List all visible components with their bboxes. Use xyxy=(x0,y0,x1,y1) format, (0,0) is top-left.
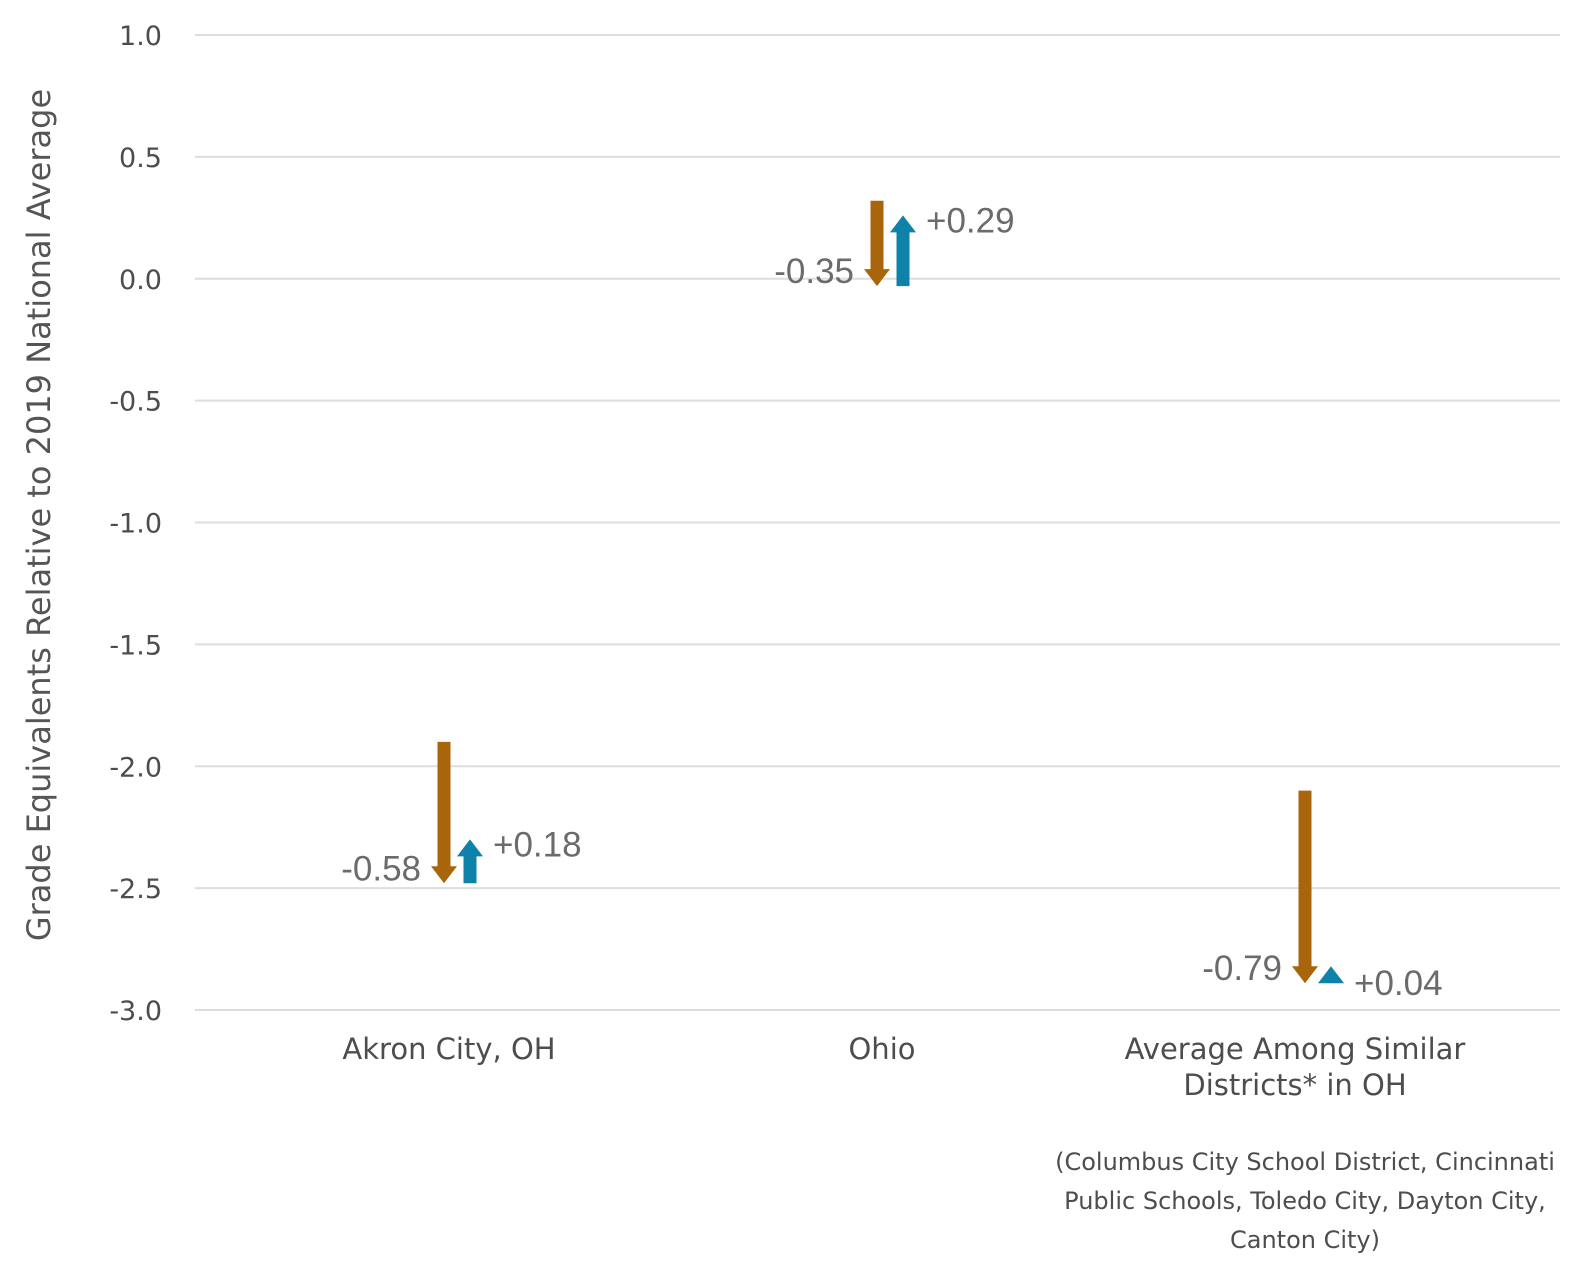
category-label: Ohio xyxy=(848,1032,915,1066)
category-label: Districts* in OH xyxy=(1183,1068,1406,1102)
chart-marks: -0.58 -0.35 -0.79 +0.18 +0.29 +0.04 xyxy=(341,200,1443,1003)
category-label: Average Among Similar xyxy=(1125,1032,1466,1066)
recovery-arrow-0 xyxy=(457,839,483,884)
category-label: Akron City, OH xyxy=(342,1032,555,1066)
decline-arrow-2 xyxy=(1292,790,1318,984)
y-tick-label: 0.0 xyxy=(119,265,162,296)
recovery-label-0: +0.18 xyxy=(493,825,582,864)
y-tick-label: -2.5 xyxy=(109,874,162,905)
y-tick-label: 0.5 xyxy=(119,143,162,174)
y-tick-label: -3.0 xyxy=(109,996,162,1027)
footnote-line: Canton City) xyxy=(1230,1226,1380,1254)
recovery-label-2: +0.04 xyxy=(1354,964,1443,1003)
y-tick-label: 1.0 xyxy=(119,21,162,52)
y-axis-ticks: 1.0 0.5 0.0 -0.5 -1.0 -1.5 -2.0 -2.5 -3.0 xyxy=(109,21,162,1027)
decline-arrow-0 xyxy=(431,741,457,884)
recovery-arrow-2 xyxy=(1318,966,1344,984)
recovery-arrow-1 xyxy=(890,215,916,287)
y-tick-label: -2.0 xyxy=(109,752,162,783)
y-tick-label: -0.5 xyxy=(109,387,162,418)
gridlines xyxy=(195,34,1560,1011)
decline-label-0: -0.58 xyxy=(341,849,421,888)
y-axis-label: Grade Equivalents Relative to 2019 Natio… xyxy=(20,89,58,941)
y-tick-label: -1.0 xyxy=(109,509,162,540)
recovery-label-1: +0.29 xyxy=(926,201,1015,240)
x-axis-categories: Akron City, OH Ohio Average Among SimilarD… xyxy=(342,1032,1465,1102)
decline-label-1: -0.35 xyxy=(774,252,854,291)
footnote: (Columbus City School District, Cincinna… xyxy=(1055,1148,1555,1254)
footnote-line: (Columbus City School District, Cincinna… xyxy=(1055,1148,1555,1176)
decline-label-2: -0.79 xyxy=(1202,949,1282,988)
decline-arrow-1 xyxy=(864,200,890,287)
y-tick-label: -1.5 xyxy=(109,630,162,661)
footnote-line: Public Schools, Toledo City, Dayton City… xyxy=(1064,1187,1546,1215)
